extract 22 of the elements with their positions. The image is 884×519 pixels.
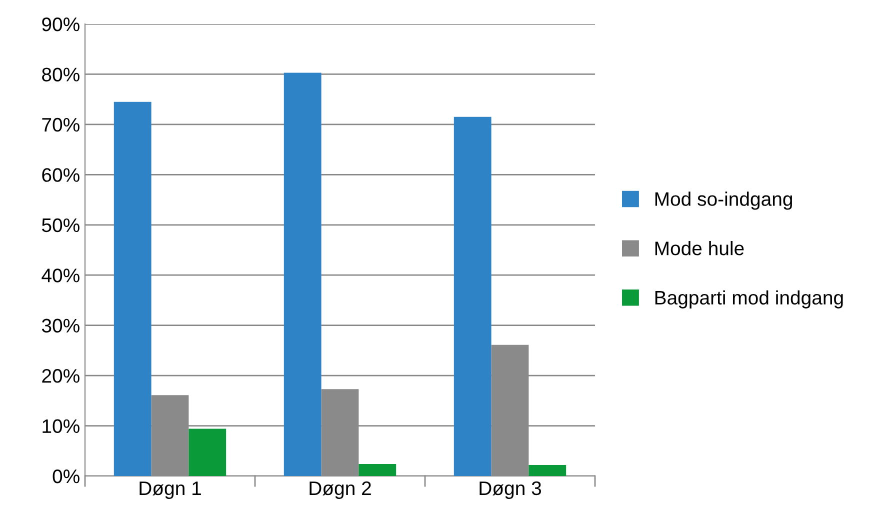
y-tick-label: 10% xyxy=(42,419,80,434)
legend-label: Bagparti mod indgang xyxy=(655,290,843,308)
y-tick-label: 70% xyxy=(42,118,80,132)
y-tick-label: 30% xyxy=(42,318,80,333)
legend-label: Mod so-indgang xyxy=(655,192,792,210)
bar xyxy=(358,464,396,476)
y-tick-label: 50% xyxy=(42,218,80,232)
y-tick-label: 20% xyxy=(42,369,80,383)
y-tick-label: 80% xyxy=(42,68,80,82)
x-tick-label: Døgn 1 xyxy=(140,482,201,499)
bar xyxy=(528,464,566,476)
bar xyxy=(284,72,322,476)
y-tick-label: 60% xyxy=(42,168,80,182)
bar xyxy=(454,116,492,476)
y-tick-label: 90% xyxy=(42,17,80,32)
x-tick-label: Døgn 2 xyxy=(310,481,371,499)
y-tick-label: 40% xyxy=(42,268,80,282)
y-tick-label: 0% xyxy=(52,469,80,484)
bar xyxy=(188,428,226,476)
x-tick-label: Døgn 3 xyxy=(480,481,542,499)
legend-label: Mode hule xyxy=(655,240,744,256)
bar xyxy=(114,102,152,476)
